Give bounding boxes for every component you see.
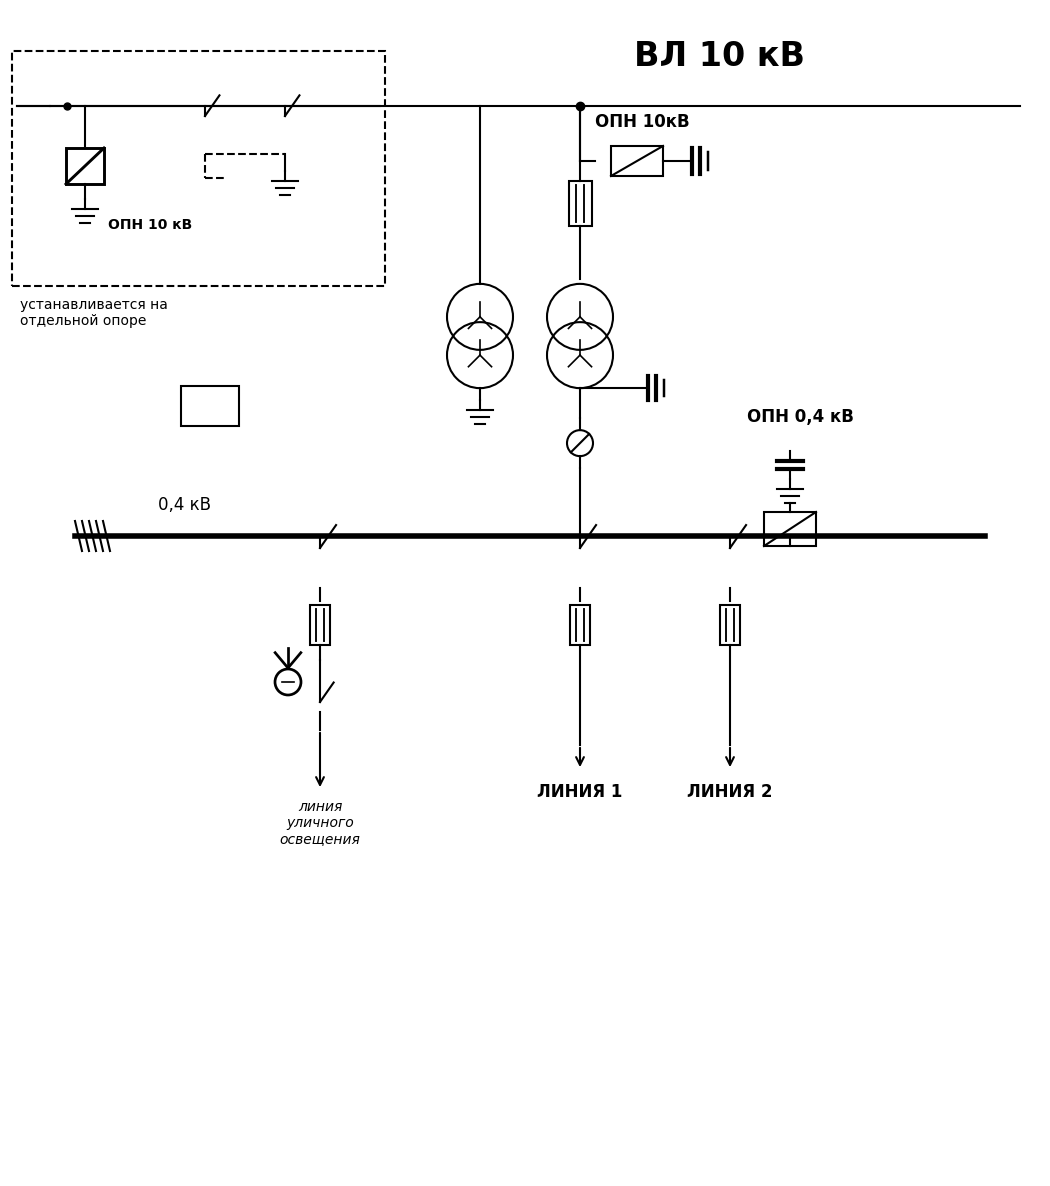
- Bar: [611, 146, 663, 176]
- Text: ВЛ 10 кВ: ВЛ 10 кВ: [634, 39, 805, 72]
- Bar: [568, 181, 591, 227]
- Text: линия
уличного
освещения: линия уличного освещения: [279, 801, 360, 847]
- Text: 0,4 кВ: 0,4 кВ: [159, 496, 211, 514]
- Text: ОПН 0,4 кВ: ОПН 0,4 кВ: [747, 408, 854, 426]
- Bar: [720, 605, 740, 645]
- Text: ОПН 10кВ: ОПН 10кВ: [594, 113, 689, 130]
- Bar: [310, 605, 330, 645]
- Text: ЛИНИЯ 1: ЛИНИЯ 1: [538, 783, 623, 801]
- Bar: [12, 51, 385, 286]
- Text: ОПН 10 кВ: ОПН 10 кВ: [108, 218, 192, 232]
- Bar: [181, 385, 239, 426]
- Bar: [66, 148, 104, 184]
- Bar: [764, 512, 816, 546]
- Text: РJ: РJ: [201, 397, 219, 415]
- Text: устанавливается на
отдельной опоре: устанавливается на отдельной опоре: [20, 298, 168, 329]
- Text: ЛИНИЯ 2: ЛИНИЯ 2: [688, 783, 773, 801]
- Bar: [570, 605, 590, 645]
